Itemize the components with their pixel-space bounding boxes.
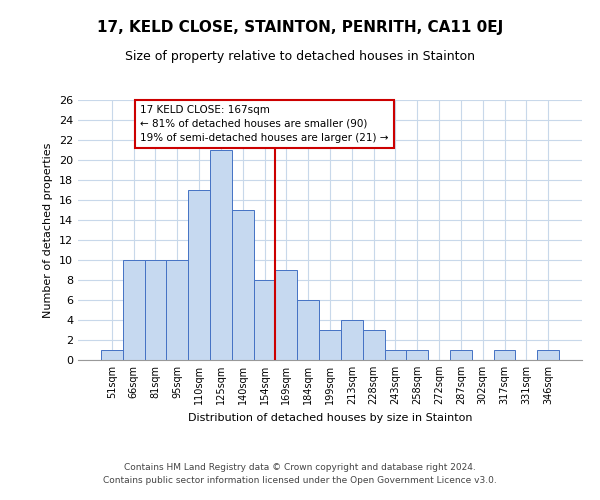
Bar: [166, 260, 188, 360]
Bar: [101, 350, 123, 360]
Bar: [494, 350, 515, 360]
Bar: [123, 260, 145, 360]
Bar: [450, 350, 472, 360]
Bar: [210, 150, 232, 360]
Bar: [188, 190, 210, 360]
Y-axis label: Number of detached properties: Number of detached properties: [43, 142, 53, 318]
X-axis label: Distribution of detached houses by size in Stainton: Distribution of detached houses by size …: [188, 412, 472, 422]
Bar: [385, 350, 406, 360]
Bar: [341, 320, 363, 360]
Bar: [232, 210, 254, 360]
Bar: [319, 330, 341, 360]
Text: Contains HM Land Registry data © Crown copyright and database right 2024.
Contai: Contains HM Land Registry data © Crown c…: [103, 463, 497, 485]
Bar: [254, 280, 275, 360]
Bar: [537, 350, 559, 360]
Bar: [145, 260, 166, 360]
Text: 17, KELD CLOSE, STAINTON, PENRITH, CA11 0EJ: 17, KELD CLOSE, STAINTON, PENRITH, CA11 …: [97, 20, 503, 35]
Text: 17 KELD CLOSE: 167sqm
← 81% of detached houses are smaller (90)
19% of semi-deta: 17 KELD CLOSE: 167sqm ← 81% of detached …: [140, 105, 389, 143]
Bar: [297, 300, 319, 360]
Bar: [275, 270, 297, 360]
Text: Size of property relative to detached houses in Stainton: Size of property relative to detached ho…: [125, 50, 475, 63]
Bar: [406, 350, 428, 360]
Bar: [363, 330, 385, 360]
